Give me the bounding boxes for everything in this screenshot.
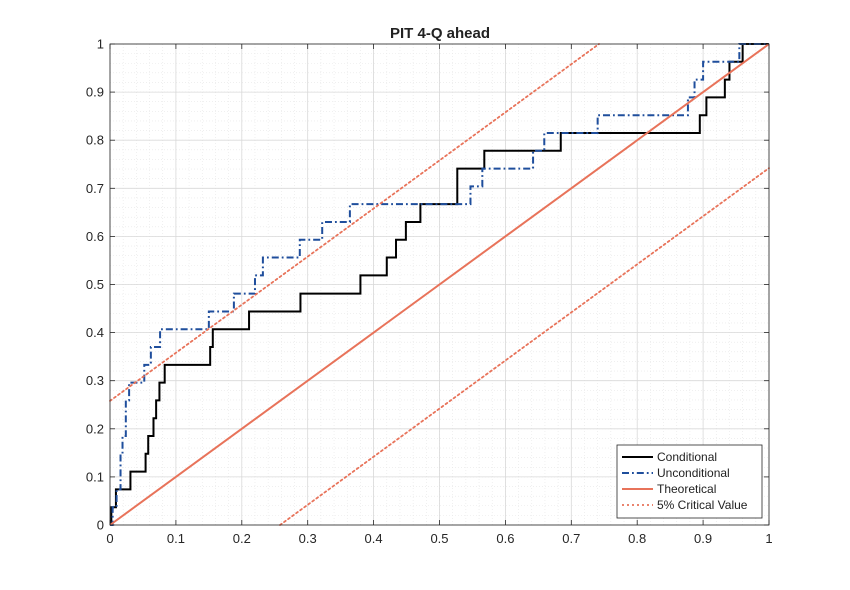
legend: Conditional Unconditional Theoretical 5% Cr… (616, 444, 763, 519)
ticks: 0 0.1 0.2 0.3 0.4 0.5 0.6 0.7 0.8 0.9 1 0 0.1 0.2 0.3 0… (86, 37, 773, 547)
y-tick-label: 0.1 (86, 469, 104, 484)
series-line-4 (279, 167, 770, 526)
series-line-1 (110, 43, 769, 526)
y-tick-label: 1 (97, 37, 104, 52)
legend-label: Theoretical (657, 482, 716, 496)
x-tick-label: 0 (106, 531, 113, 546)
legend-label: Conditional (657, 450, 717, 464)
y-tick-label: 0.6 (86, 229, 104, 244)
x-tick-label: 1 (765, 531, 772, 546)
x-tick-label: 0.4 (365, 531, 383, 546)
legend-label: Unconditional (657, 466, 730, 480)
chart-title: PIT 4-Q ahead (390, 25, 490, 42)
x-tick-label: 0.5 (430, 531, 448, 546)
y-tick-label: 0 (97, 518, 104, 533)
y-tick-label: 0.4 (86, 325, 104, 340)
legend-label: 5% Critical Value (657, 498, 748, 512)
x-tick-label: 0.1 (167, 531, 185, 546)
y-tick-label: 0.5 (86, 277, 104, 292)
y-tick-label: 0.7 (86, 181, 104, 196)
y-tick-label: 0.2 (86, 421, 104, 436)
y-tick-label: 0.3 (86, 373, 104, 388)
series-line-3 (109, 43, 600, 402)
y-tick-label: 0.8 (86, 133, 104, 148)
x-tick-label: 0.9 (694, 531, 712, 546)
x-tick-label: 0.7 (562, 531, 580, 546)
x-tick-label: 0.6 (496, 531, 514, 546)
series-line-2 (109, 43, 770, 526)
series-line-0 (110, 43, 769, 526)
x-tick-label: 0.8 (628, 531, 646, 546)
y-tick-label: 0.9 (86, 85, 104, 100)
x-tick-label: 0.2 (233, 531, 251, 546)
plot-area: 0 0.1 0.2 0.3 0.4 0.5 0.6 0.7 0.8 0.9 1 0 0.1 0.2 0.3 0… (86, 37, 773, 547)
x-tick-label: 0.3 (299, 531, 317, 546)
